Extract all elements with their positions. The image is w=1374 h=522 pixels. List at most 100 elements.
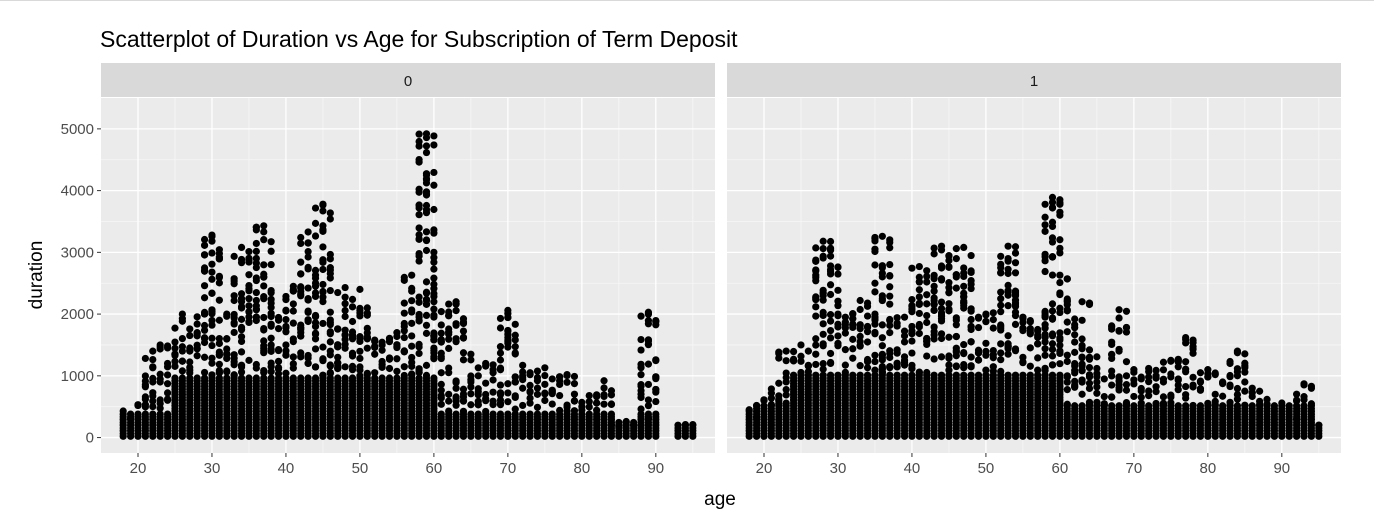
- data-point: [252, 302, 260, 310]
- data-point: [908, 361, 916, 369]
- data-point: [819, 237, 827, 245]
- data-point: [637, 360, 645, 368]
- data-point: [1182, 394, 1190, 402]
- data-point: [607, 421, 616, 429]
- data-point: [1241, 350, 1249, 358]
- data-point: [797, 368, 805, 377]
- facet-strip: [101, 63, 715, 97]
- data-point: [637, 371, 645, 379]
- data-point: [1048, 314, 1057, 322]
- data-point: [163, 380, 172, 388]
- data-point: [1204, 399, 1212, 407]
- data-point: [834, 270, 842, 278]
- data-point: [341, 306, 349, 315]
- data-point: [908, 308, 916, 316]
- facet-panel-1: 1 20 30 40 50 60 70 80 90: [727, 63, 1341, 477]
- data-point: [289, 335, 297, 343]
- data-point: [952, 344, 960, 352]
- data-point: [171, 362, 179, 370]
- data-point: [1174, 355, 1182, 363]
- data-point: [415, 293, 423, 301]
- data-point: [886, 364, 894, 372]
- x-tick-label: 50: [978, 460, 995, 477]
- data-point: [1196, 377, 1205, 385]
- data-point: [348, 303, 357, 311]
- data-point: [826, 281, 835, 289]
- data-point: [923, 352, 931, 360]
- data-point: [1226, 373, 1234, 381]
- data-point: [267, 311, 275, 320]
- data-point: [215, 369, 223, 377]
- data-point: [1056, 271, 1064, 279]
- data-point: [548, 410, 556, 418]
- data-point: [1004, 332, 1012, 340]
- data-point: [1063, 386, 1071, 394]
- data-point: [930, 300, 938, 309]
- data-point: [289, 353, 297, 361]
- data-point: [548, 400, 556, 408]
- data-point: [1063, 318, 1071, 326]
- data-point: [297, 323, 305, 332]
- data-point: [304, 317, 312, 326]
- data-point: [1189, 401, 1197, 410]
- data-point: [1041, 345, 1049, 353]
- data-point: [960, 293, 968, 301]
- data-point: [952, 284, 960, 292]
- data-point: [430, 265, 438, 273]
- facet-panel-0: 0 20 30 40 50 60 70 80 90 0 1000 2000 3000 4000 5000: [61, 63, 715, 477]
- data-point: [1100, 401, 1108, 409]
- data-point: [908, 295, 916, 304]
- data-point: [341, 374, 349, 382]
- data-point: [215, 296, 223, 304]
- data-point: [511, 410, 519, 418]
- data-point: [474, 410, 482, 418]
- data-point: [952, 371, 960, 379]
- data-point: [519, 401, 527, 410]
- data-point: [1004, 265, 1012, 273]
- data-point: [422, 206, 431, 214]
- data-point: [415, 349, 423, 358]
- data-point: [208, 359, 216, 367]
- data-point: [863, 364, 872, 372]
- data-point: [1004, 257, 1012, 265]
- data-point: [871, 279, 879, 287]
- data-point: [1093, 383, 1101, 391]
- data-point: [482, 359, 490, 368]
- data-point: [245, 313, 253, 321]
- data-point: [504, 306, 512, 314]
- data-point: [989, 363, 997, 371]
- data-point: [163, 342, 172, 350]
- data-point: [208, 231, 216, 239]
- data-point: [230, 328, 238, 337]
- data-point: [134, 401, 142, 409]
- data-point: [252, 313, 260, 321]
- data-point: [1122, 358, 1131, 366]
- data-point: [437, 386, 445, 394]
- data-point: [415, 231, 423, 239]
- data-point: [445, 407, 453, 415]
- data-point: [960, 264, 968, 272]
- data-point: [526, 369, 534, 377]
- data-point: [149, 347, 157, 355]
- data-point: [952, 316, 960, 324]
- data-point: [893, 359, 901, 367]
- data-point: [422, 288, 431, 296]
- data-point: [967, 305, 975, 313]
- data-point: [841, 368, 849, 376]
- data-point: [600, 391, 608, 399]
- data-point: [745, 406, 753, 414]
- data-point: [1041, 307, 1049, 315]
- data-point: [319, 297, 327, 306]
- data-point: [186, 374, 194, 382]
- data-point: [819, 360, 827, 368]
- data-point: [237, 290, 246, 298]
- data-point: [1011, 249, 1020, 257]
- data-point: [989, 316, 997, 324]
- data-point: [186, 331, 194, 340]
- data-point: [311, 219, 320, 227]
- data-point: [1056, 236, 1064, 244]
- data-point: [334, 288, 342, 297]
- data-point: [1093, 373, 1101, 381]
- data-point: [556, 391, 564, 400]
- data-point: [504, 389, 512, 397]
